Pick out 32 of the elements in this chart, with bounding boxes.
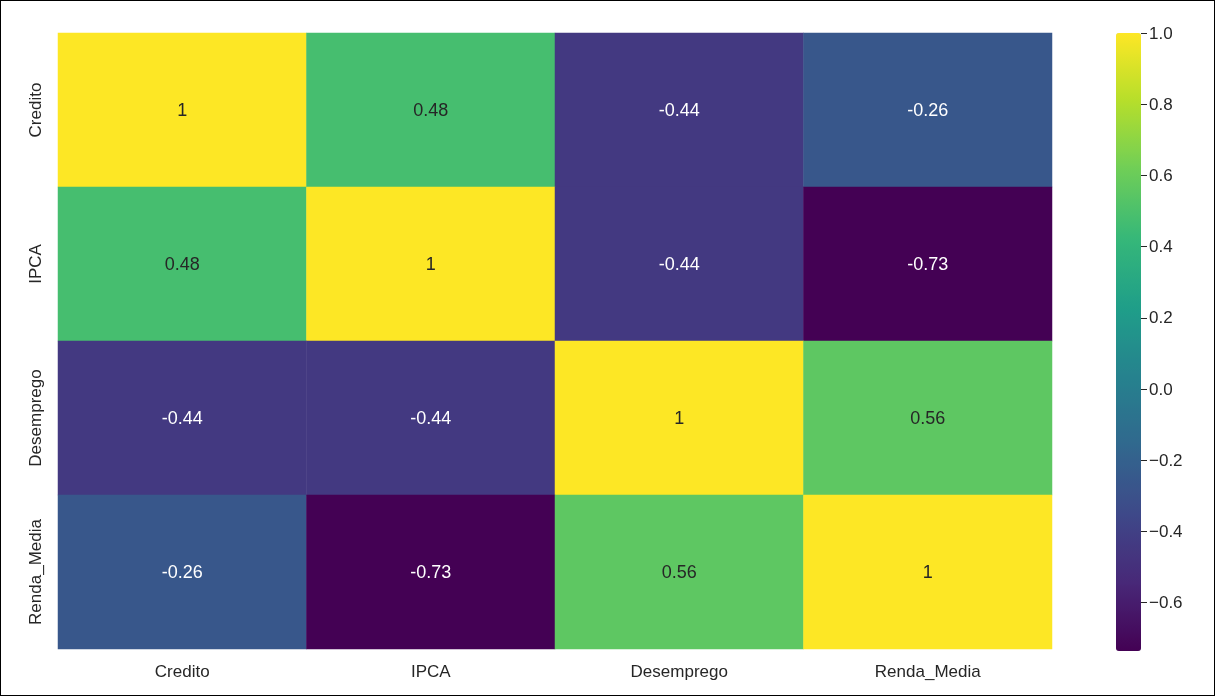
x-tick-label: Credito (154, 662, 210, 681)
data-label: -0.73 (410, 562, 452, 582)
y-tick-label: Credito (26, 82, 45, 138)
color-bar-label: −0.6 (1149, 593, 1183, 613)
data-label: 0.48 (413, 100, 449, 120)
color-bar-label: 0.8 (1149, 94, 1173, 114)
color-bar-label: 0.6 (1149, 165, 1173, 185)
data-label: 1 (674, 408, 685, 428)
data-label: 1 (177, 100, 188, 120)
data-label: -0.73 (907, 254, 949, 274)
color-bar-label: 0.0 (1149, 379, 1173, 399)
data-label: -0.26 (161, 562, 203, 582)
x-tick-label: Renda_Media (874, 662, 982, 681)
x-tick-label: Desemprego (630, 662, 728, 681)
color-bar-label: 0.2 (1149, 308, 1173, 328)
data-label: -0.44 (658, 254, 700, 274)
data-label: -0.44 (658, 100, 700, 120)
y-tick-label: IPCA (26, 243, 45, 284)
data-label: 0.48 (164, 254, 200, 274)
color-bar-label: −0.2 (1149, 450, 1183, 470)
x-tick-label: IPCA (410, 662, 452, 681)
color-bar-label: −0.4 (1149, 522, 1183, 541)
data-label: -0.44 (410, 408, 452, 428)
color-bar-label: 1.0 (1149, 23, 1173, 43)
color-bar-label: 0.4 (1149, 237, 1173, 257)
data-label: 0.56 (661, 562, 697, 582)
data-label: 1 (922, 562, 933, 582)
data-label: 1 (425, 254, 436, 274)
y-tick-label: Desemprego (26, 369, 45, 467)
data-label: 0.56 (910, 408, 946, 428)
data-label: -0.26 (907, 100, 949, 120)
data-label: -0.44 (161, 408, 203, 428)
